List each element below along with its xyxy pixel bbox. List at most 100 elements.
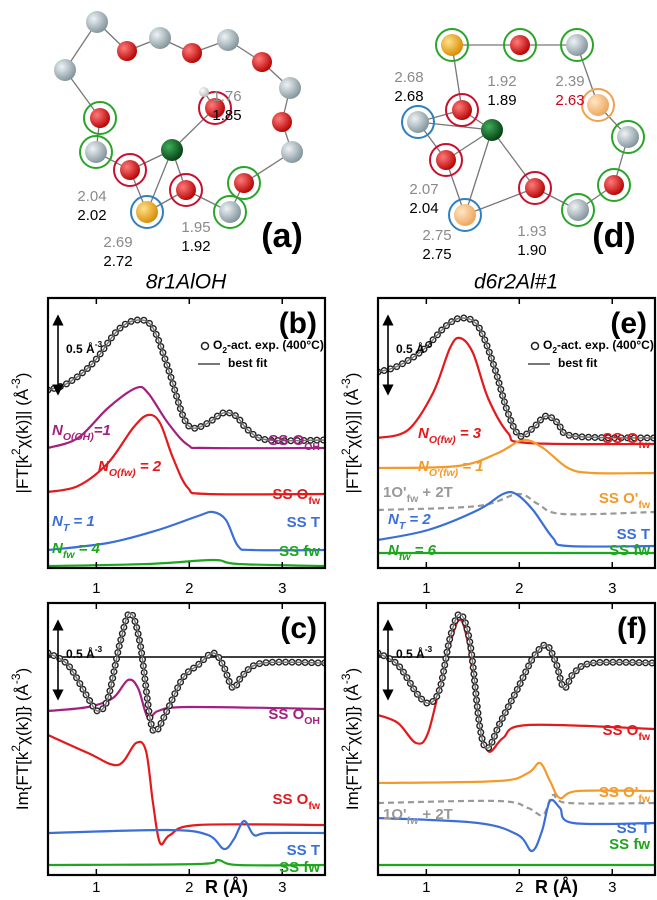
distance-experimental: 2.02 xyxy=(77,207,106,224)
scale-bar-label: 0.5 Å-3 xyxy=(396,339,432,356)
y-axis-label: |FT[k2χ(k)]| (Å-3) xyxy=(339,373,362,494)
structure-label: (a) xyxy=(261,217,303,255)
text-part: + 2T xyxy=(418,484,453,501)
distance-experimental: 1.89 xyxy=(487,92,516,109)
text-part: = 1 xyxy=(69,513,94,530)
column-title: d6r2Al#1 xyxy=(474,271,558,294)
legend-marker xyxy=(532,343,539,350)
distance-calculated: 1.92 xyxy=(487,73,516,90)
fit-curve xyxy=(48,560,325,566)
text-part: |FT[k xyxy=(343,455,362,494)
text-part: -act. exp. (400°C) xyxy=(557,338,654,352)
text-part: -3 xyxy=(9,673,23,684)
distance-calculated: 2.39 xyxy=(555,73,584,90)
legend-marker xyxy=(202,343,209,350)
atom xyxy=(54,59,76,81)
distance-experimental: 1.85 xyxy=(212,107,241,124)
text-part: ) xyxy=(13,373,32,379)
coordination-label: NO(fw) = 2 xyxy=(98,458,162,479)
text-part: Im{FT[k xyxy=(13,751,32,810)
curve-label: SS Ofw xyxy=(272,486,320,507)
text-part: -act. exp. (400°C) xyxy=(227,338,324,352)
text-part: O xyxy=(543,338,552,352)
bond xyxy=(465,130,492,215)
x-axis-label: R (Å) xyxy=(535,877,578,897)
distance-calculated: 2.68 xyxy=(394,69,423,86)
text-part: 0.5 Å xyxy=(396,646,425,661)
text-part: χ(k)]} (Å xyxy=(13,683,32,745)
curve-label: SS Ofw xyxy=(602,722,650,743)
text-part: |FT[k xyxy=(13,455,32,494)
text-part: SS O xyxy=(272,791,308,808)
distance-experimental: 2.04 xyxy=(409,200,438,217)
text-part: fw xyxy=(638,439,650,451)
y-axis-label: |FT[k2χ(k)]| (Å-3) xyxy=(9,373,32,494)
curve-label: SS fw xyxy=(279,859,320,876)
distance-experimental: 2.68 xyxy=(394,88,423,105)
atom xyxy=(436,150,456,170)
text-part: OH xyxy=(304,715,320,727)
curve-label: SS Ofw xyxy=(272,791,320,812)
text-part: -3 xyxy=(95,339,103,349)
atom xyxy=(525,178,545,198)
text-part: fw xyxy=(399,551,411,563)
text-part: fw xyxy=(308,495,320,507)
atom xyxy=(587,94,609,116)
atom xyxy=(481,119,503,141)
curve-label: SS Ofw xyxy=(602,430,650,451)
column-title: 8r1AlOH xyxy=(146,271,227,294)
atom xyxy=(161,139,183,161)
distance-calculated: 2.04 xyxy=(77,188,106,205)
curve-label: SS O'fw xyxy=(599,784,651,805)
curve-label: SS fw xyxy=(609,542,650,559)
bond xyxy=(465,188,535,215)
text-part: 0.5 Å xyxy=(66,341,95,356)
text-part: χ(k)]| (Å xyxy=(13,388,32,448)
text-part: 1O' xyxy=(383,806,407,823)
distance-experimental: 2.72 xyxy=(103,253,132,270)
panel-label: (c) xyxy=(280,612,317,645)
curve-label: SS T xyxy=(617,526,650,543)
atom xyxy=(272,112,292,132)
text-part: ) xyxy=(343,373,362,379)
text-part: SS T xyxy=(617,820,650,837)
text-part: = 2 xyxy=(136,458,162,475)
text-part: SS fw xyxy=(609,836,650,853)
coordination-label: NO(fw) = 3 xyxy=(418,425,482,446)
x-tick-label: 1 xyxy=(92,580,100,597)
text-part: χ(k)]} (Å xyxy=(343,683,362,745)
curve-label: SS T xyxy=(287,842,320,859)
text-part: fw xyxy=(407,493,419,505)
atom xyxy=(281,141,303,163)
coordination-label: NO(OH)=1 xyxy=(52,422,111,443)
text-part: ) xyxy=(13,668,32,674)
text-part: ) xyxy=(343,668,362,674)
distance-experimental: 1.92 xyxy=(181,238,210,255)
figure: 1.761.852.042.021.951.922.692.72(a)2.682… xyxy=(0,0,657,900)
distance-calculated: 1.93 xyxy=(517,223,546,240)
x-tick-label: 2 xyxy=(515,879,523,896)
atom xyxy=(252,52,272,72)
text-part: fw xyxy=(638,731,650,743)
x-tick-label: 2 xyxy=(185,580,193,597)
distance-calculated: 2.75 xyxy=(422,227,451,244)
text-part: SS O xyxy=(272,486,308,503)
scale-bar-label: 0.5 Å-3 xyxy=(396,644,432,661)
text-part: O(fw) xyxy=(109,467,136,479)
curve-label: SS fw xyxy=(279,543,320,560)
text-part: SS T xyxy=(287,842,320,859)
x-tick-label: 2 xyxy=(515,580,523,597)
text-part: fw xyxy=(407,815,419,827)
text-part: O xyxy=(213,338,222,352)
coordination-label: NT = 2 xyxy=(388,511,431,532)
atom xyxy=(452,100,472,120)
curve-label: SS T xyxy=(617,820,650,837)
curve-label: SS O'fw xyxy=(599,490,651,511)
atom xyxy=(90,108,110,128)
structure-label: (d) xyxy=(592,217,635,255)
text-part: + 2T xyxy=(418,806,453,823)
distance-calculated: 2.07 xyxy=(409,181,438,198)
text-part: -3 xyxy=(95,644,103,654)
text-part: OH xyxy=(304,441,320,453)
atom xyxy=(234,173,254,193)
